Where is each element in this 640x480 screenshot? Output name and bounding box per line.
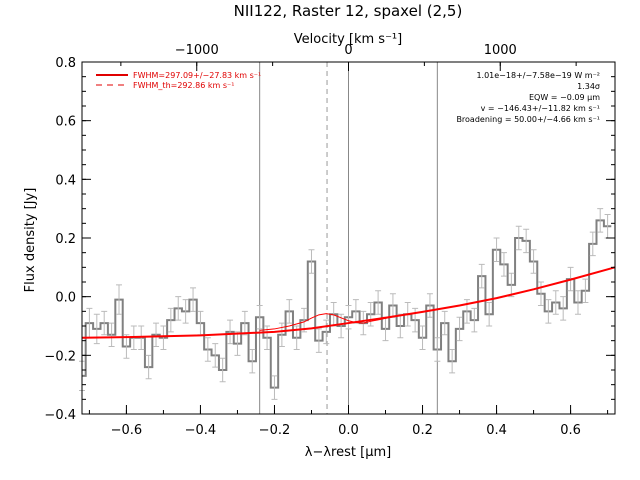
annotation-eqw: EQW = −0.09 μm (529, 93, 600, 102)
x-tick-label-5: 0.4 (486, 423, 507, 438)
error-bar-56 (493, 237, 500, 262)
baseline-fit-line (81, 266, 616, 339)
chart-title: NII122, Raster 12, spaxel (2,5) (234, 2, 463, 20)
error-bar-54 (478, 263, 485, 289)
error-bar-60 (523, 228, 530, 254)
error-bar-11 (160, 325, 167, 350)
legend-entry-fwhm: FWHM=297.09+/−27.83 km s⁻¹ (133, 71, 261, 80)
error-bar-28 (286, 299, 293, 324)
error-bar-33 (323, 319, 330, 345)
error-bar-10 (153, 322, 160, 348)
y-tick-label-6: 0.8 (55, 56, 76, 71)
x-axis-label: λ−λrest [μm] (305, 445, 391, 460)
top-tick-label-0: −1000 (175, 43, 219, 58)
error-bar-19 (219, 357, 226, 383)
y-tick-label-4: 0.4 (55, 173, 76, 188)
y-tick-label-2: 0.0 (55, 291, 76, 306)
error-bar-64 (552, 290, 559, 315)
error-bar-4 (108, 322, 115, 348)
error-bar-68 (582, 278, 589, 304)
error-bar-39 (367, 302, 374, 327)
error-bar-36 (345, 304, 352, 330)
x-tick-label-4: 0.2 (412, 423, 433, 438)
x-tick-label-2: −0.2 (259, 423, 291, 438)
error-bar-9 (145, 354, 152, 380)
spectrum-step-line (82, 219, 612, 389)
error-bar-55 (486, 302, 493, 327)
error-bar-46 (419, 325, 426, 350)
error-bar-30 (301, 307, 308, 333)
error-bar-23 (249, 348, 256, 374)
error-bar-67 (574, 290, 581, 315)
error-bar-61 (530, 249, 537, 274)
error-bar-20 (227, 319, 234, 345)
top-axis-label: Velocity [km s⁻¹] (294, 32, 402, 47)
error-bar-31 (308, 249, 315, 274)
error-bar-59 (515, 225, 522, 251)
annotation-flux: 1.01e−18+/−7.58e−19 W m⁻² (476, 71, 600, 80)
error-bar-21 (234, 331, 241, 356)
x-tick-label-3: 0.0 (338, 423, 359, 438)
legend-entry-fwhm-th: FWHM_th=292.86 km s⁻¹ (133, 81, 234, 90)
y-axis-label: Flux density [Jy] (23, 188, 38, 293)
error-bar-65 (560, 296, 567, 321)
top-tick-label-1: 0 (344, 43, 352, 58)
error-bar-26 (271, 375, 278, 400)
y-tick-label-1: −0.2 (44, 349, 76, 364)
error-bar-47 (426, 293, 433, 318)
y-tick-label-3: 0.2 (55, 232, 76, 247)
error-bar-12 (167, 307, 174, 333)
error-bar-2 (93, 313, 100, 345)
annotation-velocity: v = −146.43+/−11.82 km s⁻¹ (481, 104, 600, 113)
error-bar-58 (508, 272, 515, 298)
error-bar-40 (375, 290, 382, 315)
line-fit-curve (259, 313, 394, 331)
error-bar-13 (175, 296, 182, 321)
x-tick-label-1: −0.4 (185, 423, 217, 438)
error-bar-6 (123, 334, 130, 359)
error-bar-24 (256, 304, 263, 330)
x-tick-label-6: 0.6 (560, 423, 581, 438)
error-bar-32 (315, 328, 322, 353)
error-bar-70 (597, 208, 604, 233)
annotations: 1.01e−18+/−7.58e−19 W m⁻² 1.34σ EQW = −0… (456, 71, 600, 124)
error-bar-49 (441, 310, 448, 336)
error-bar-57 (500, 252, 507, 277)
error-bar-15 (190, 287, 197, 312)
error-bar-62 (537, 281, 544, 306)
annotation-significance: 1.34σ (577, 82, 600, 91)
error-bar-63 (545, 299, 552, 324)
error-bar-53 (471, 307, 478, 333)
error-bar-14 (182, 299, 189, 324)
error-bar-5 (116, 284, 123, 315)
error-bar-17 (204, 337, 211, 362)
y-tick-label-0: −0.4 (44, 408, 76, 423)
legend: FWHM=297.09+/−27.83 km s⁻¹ FWHM_th=292.8… (96, 71, 261, 90)
x-tick-label-0: −0.6 (111, 423, 143, 438)
top-tick-label-2: 1000 (484, 43, 517, 58)
error-bar-18 (212, 343, 219, 368)
error-bar-51 (456, 316, 463, 342)
plot-area (79, 62, 616, 414)
error-bar-50 (449, 348, 456, 374)
annotation-broadening: Broadening = 50.00+/−4.66 km s⁻¹ (456, 115, 600, 124)
error-bar-22 (241, 310, 248, 336)
error-bar-69 (589, 231, 596, 257)
error-bar-3 (101, 310, 108, 336)
axes: −0.6 −0.4 −0.2 0.0 0.2 0.4 0.6 −0.4 −0.2 0.0 0.2 0.… (44, 43, 615, 438)
error-bar-48 (434, 337, 441, 362)
y-tick-label-5: 0.6 (55, 115, 76, 130)
